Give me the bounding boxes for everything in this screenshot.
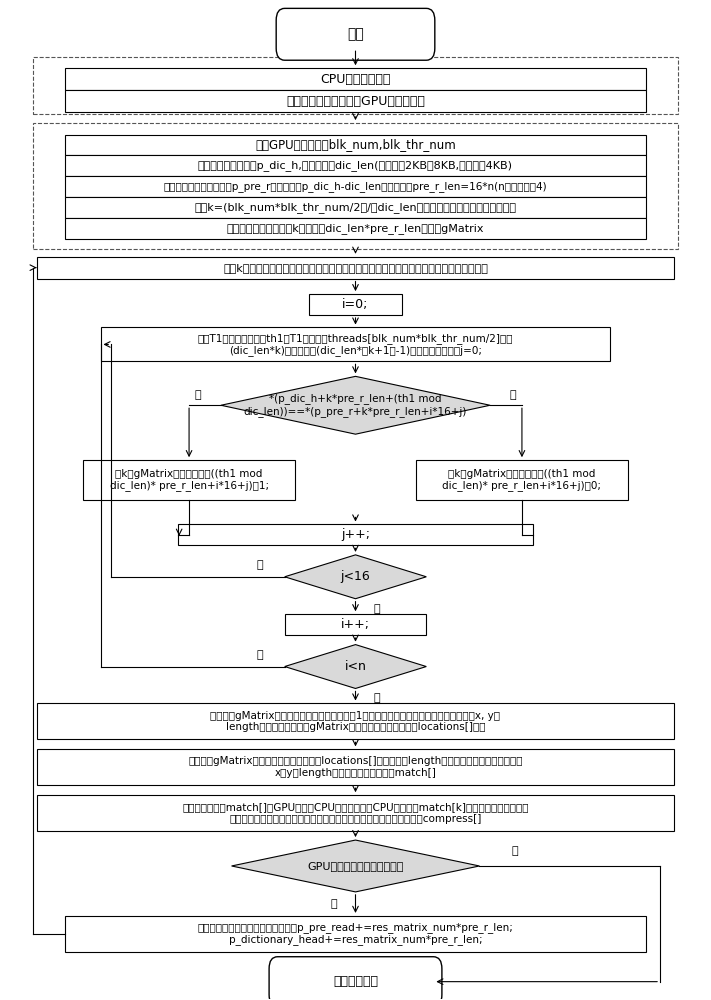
Polygon shape	[284, 555, 427, 599]
Text: 在全局存储器中初始化k个大小为dic_len*pre_r_len的矩阵gMatrix: 在全局存储器中初始化k个大小为dic_len*pre_r_len的矩阵gMatr…	[227, 223, 484, 234]
Bar	[33, 57, 678, 114]
Text: 确定每个gMatrix矩阵中每个斜线段中具有连续1最多的子段，并记录下该子段对应的参数x, y与
length，并将其存储在此gMatrix矩阵对应的三元结果数: 确定每个gMatrix矩阵中每个斜线段中具有连续1最多的子段，并记录下该子段对应…	[210, 711, 501, 732]
Bar	[65, 218, 646, 239]
Text: 划分k=(blk_num*blk_thr_num/2）/（dic_len）个压缩字典窗口和预读数据窗口: 划分k=(blk_num*blk_thr_num/2）/（dic_len）个压缩…	[195, 202, 516, 213]
Bar	[65, 155, 646, 176]
Text: 否: 否	[510, 390, 516, 400]
Bar	[178, 524, 533, 545]
Text: 开始: 开始	[347, 27, 364, 41]
Bar	[37, 257, 674, 279]
Text: 否: 否	[373, 693, 380, 703]
FancyBboxPatch shape	[276, 8, 435, 60]
Text: 将匹配结果数组match[]从GPU传输到CPU中主存储器，CPU将存储在match[k]的数据换算成预读窗口
的子串在压缩字典窗口中最长匹配的位移和长度，输出: 将匹配结果数组match[]从GPU传输到CPU中主存储器，CPU将存储在mat…	[182, 802, 529, 824]
Text: 否: 否	[331, 899, 338, 909]
Text: 共有k对压缩字典窗口和预读数据窗口，针对每一对压缩字典窗口和预读数据窗口分别执行: 共有k对压缩字典窗口和预读数据窗口，针对每一对压缩字典窗口和预读数据窗口分别执行	[223, 263, 488, 273]
Bar	[37, 749, 674, 785]
Bar	[65, 90, 646, 112]
Text: 线程T1，其线程编号为th1，T1是线程组threads[blk_num*blk_thr_num/2]中第
(dic_len*k)个线程至第(dic_len*（: 线程T1，其线程编号为th1，T1是线程组threads[blk_num*blk…	[198, 333, 513, 356]
Bar	[83, 460, 295, 500]
Bar	[284, 614, 427, 635]
Bar	[65, 916, 646, 952]
Polygon shape	[221, 376, 490, 434]
Text: 是: 是	[195, 390, 201, 400]
Bar	[37, 703, 674, 739]
Text: 数据文件从主存拷贝到GPU全局存储器: 数据文件从主存拷贝到GPU全局存储器	[286, 95, 425, 108]
Text: 是: 是	[257, 650, 263, 660]
Text: GPU中数据文件是否处理完毕: GPU中数据文件是否处理完毕	[307, 861, 404, 871]
Text: *(p_dic_h+k*pre_r_len+(th1 mod
dic_len))==*(p_pre_r+k*pre_r_len+i*16+j): *(p_dic_h+k*pre_r_len+(th1 mod dic_len))…	[244, 394, 467, 417]
Polygon shape	[284, 645, 427, 688]
Text: 动态滑动字典窗口和预读窗口指针：p_pre_read+=res_matrix_num*pre_r_len;
p_dictionary_head+=res_mat: 动态滑动字典窗口和预读窗口指针：p_pre_read+=res_matrix_n…	[198, 922, 513, 945]
Text: 获取GPU的初始参数blk_num,blk_thr_num: 获取GPU的初始参数blk_num,blk_thr_num	[255, 138, 456, 151]
Text: j++;: j++;	[341, 528, 370, 541]
Text: 设置字典头部指针为p_dic_h,字典长度为dic_len(取值范围2KB到8KB,优选值为4KB): 设置字典头部指针为p_dic_h,字典长度为dic_len(取值范围2KB到8K…	[198, 160, 513, 171]
Text: i++;: i++;	[341, 618, 370, 631]
Bar	[416, 460, 628, 500]
Text: i<n: i<n	[345, 660, 366, 673]
Bar	[309, 294, 402, 315]
Text: 第k个gMatrix矩阵中的位置((th1 mod
dic_len)* pre_r_len+i*16+j)置0;: 第k个gMatrix矩阵中的位置((th1 mod dic_len)* pre_…	[442, 469, 602, 491]
Bar	[65, 176, 646, 197]
Bar	[65, 135, 646, 155]
FancyBboxPatch shape	[269, 957, 442, 1000]
Bar	[65, 197, 646, 218]
Text: 设置预读窗口头部指针为p_pre_r，初始值为p_dic_h-dic_len，预读长度pre_r_len=16*n(n的优选值为4): 设置预读窗口头部指针为p_pre_r，初始值为p_dic_h-dic_len，预…	[164, 181, 547, 192]
Bar	[100, 327, 611, 361]
Bar	[65, 68, 646, 90]
Text: 确定每个gMatrix矩阵对应的三元结果数组locations[]中具有最大length值的元素，并将其对应的参数
x，y与length存入全局的三元组数组ma: 确定每个gMatrix矩阵对应的三元结果数组locations[]中具有最大le…	[188, 756, 523, 778]
Text: 否: 否	[373, 604, 380, 614]
Bar	[37, 795, 674, 831]
Text: 是: 是	[257, 560, 263, 570]
Bar	[33, 123, 678, 249]
Text: 是: 是	[511, 846, 518, 856]
Text: i=0;: i=0;	[342, 298, 369, 311]
Text: CPU读取数据文件: CPU读取数据文件	[321, 73, 390, 86]
Text: j<16: j<16	[341, 570, 370, 583]
Text: 数据压缩结束: 数据压缩结束	[333, 975, 378, 988]
Polygon shape	[232, 840, 479, 892]
Text: 第k个gMatrix矩阵中的位置((th1 mod
dic_len)* pre_r_len+i*16+j)置1;: 第k个gMatrix矩阵中的位置((th1 mod dic_len)* pre_…	[109, 469, 269, 491]
